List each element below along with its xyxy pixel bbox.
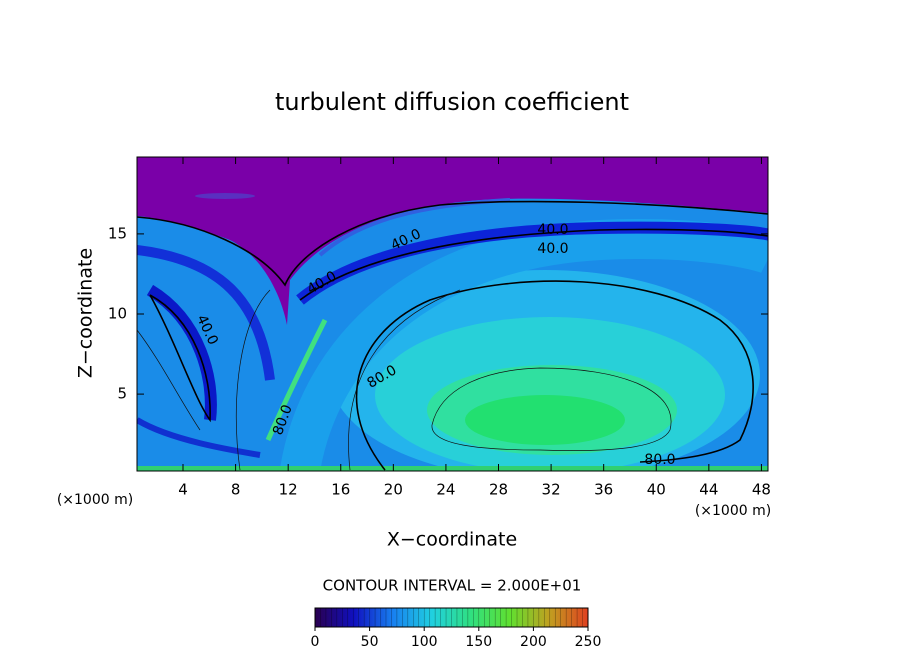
- y-tick-label: 5: [117, 385, 127, 403]
- x-tick-label: 8: [231, 481, 241, 499]
- x-tick-label: 20: [384, 481, 403, 499]
- colorbar-tick-label: 200: [520, 634, 547, 650]
- contour-interval: CONTOUR INTERVAL = 2.000E+01: [323, 577, 582, 595]
- x-unit-label: (×1000 m): [57, 492, 133, 508]
- colorbar-tick-label: 250: [575, 634, 602, 650]
- contour-label: 40.0: [537, 241, 568, 257]
- x-tick-label: 36: [594, 481, 613, 499]
- colorbar-tick-label: 150: [465, 634, 492, 650]
- y-tick-label: 15: [108, 224, 127, 242]
- colorbar-tick-label: 100: [411, 634, 438, 650]
- x-tick-label: 24: [436, 481, 455, 499]
- x-tick-label: 40: [647, 481, 666, 499]
- contour-field: [137, 157, 768, 471]
- contour-label: 40.0: [537, 222, 568, 238]
- colorbar-tick-label: 0: [311, 634, 320, 650]
- x-axis-label: X−coordinate: [387, 529, 517, 551]
- x-tick-label: 48: [752, 481, 771, 499]
- x-tick-label: 28: [489, 481, 508, 499]
- x-tick-label: 4: [178, 481, 188, 499]
- x-tick-label: 12: [279, 481, 298, 499]
- y-axis-label: Z−coordinate: [75, 248, 97, 378]
- x-tick-label: 44: [699, 481, 718, 499]
- x-unit-label: (×1000 m): [695, 503, 771, 519]
- chart-title: turbulent diffusion coefficient: [275, 88, 629, 116]
- x-tick-label: 32: [542, 481, 561, 499]
- colorbar-tick-label: 50: [361, 634, 379, 650]
- x-tick-label: 16: [331, 481, 350, 499]
- contour-label: 80.0: [644, 452, 675, 468]
- y-tick-label: 10: [108, 305, 127, 323]
